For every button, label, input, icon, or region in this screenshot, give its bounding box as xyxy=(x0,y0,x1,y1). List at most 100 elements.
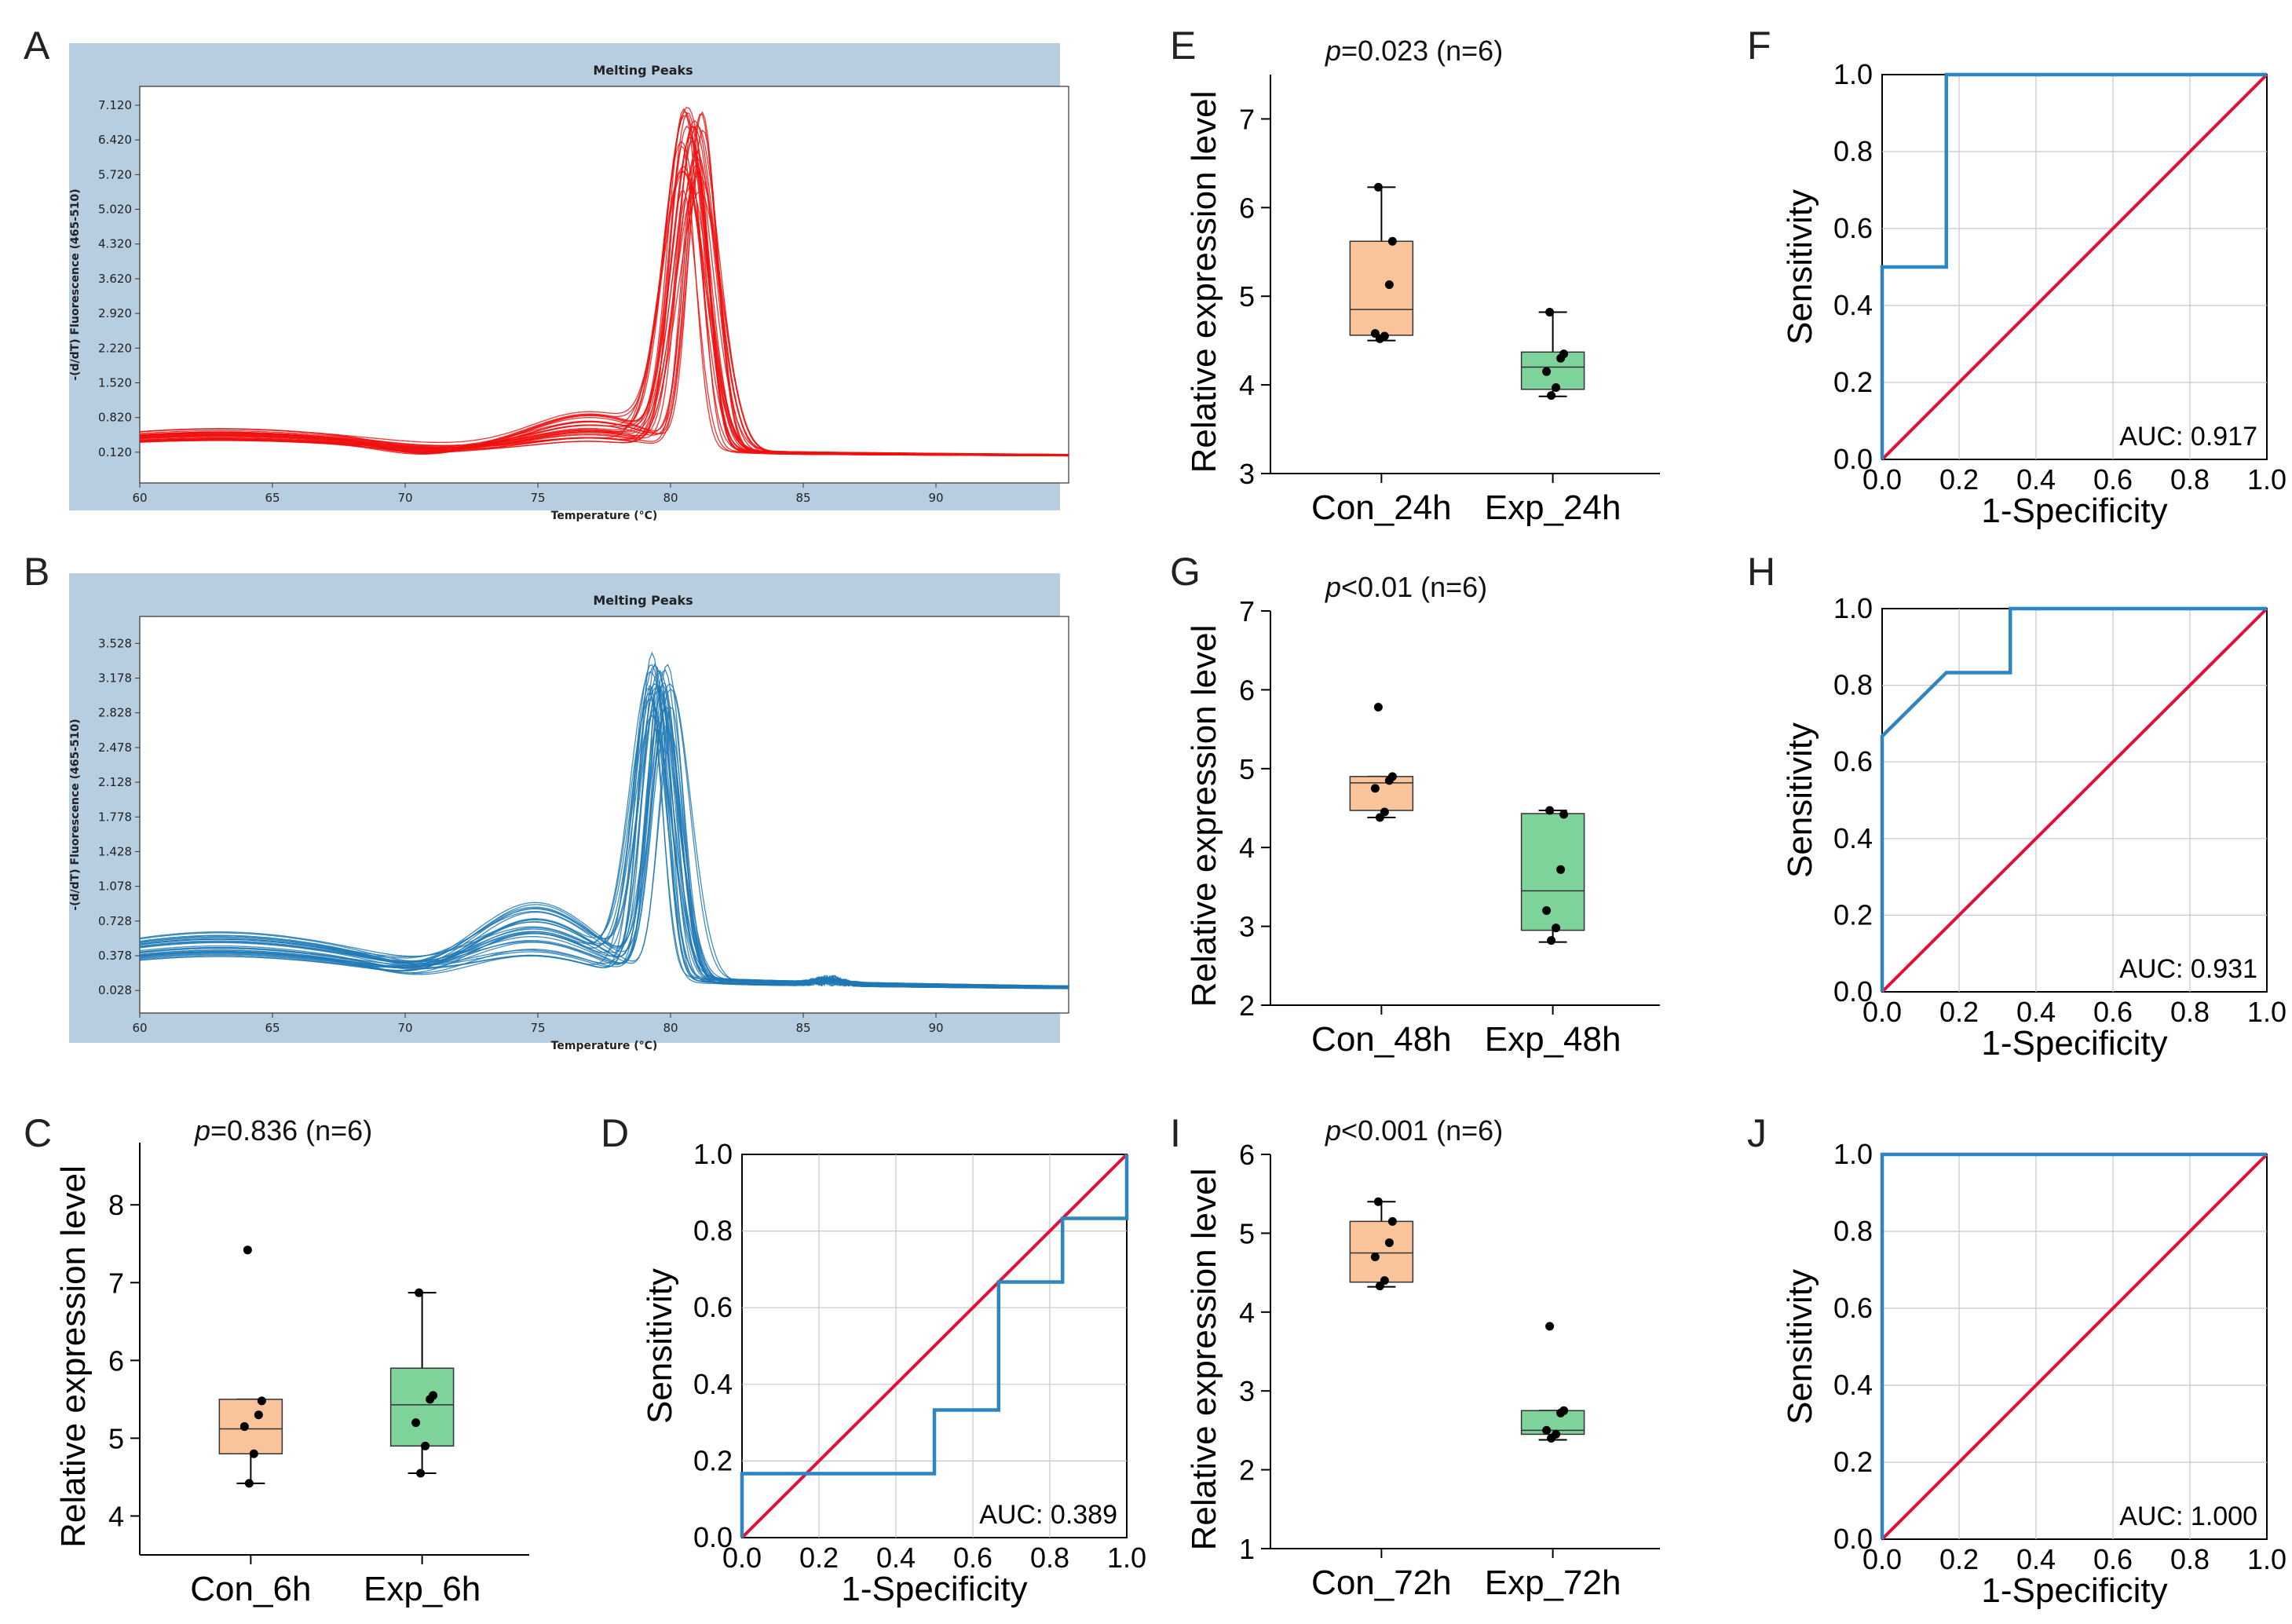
x-tick-label: 0.6 xyxy=(2093,1543,2133,1575)
p-value: =0.023 (n=6) xyxy=(1341,35,1503,67)
auc-label: AUC: 0.917 xyxy=(2119,422,2257,452)
panel-label-g: G xyxy=(1170,550,1201,594)
melt-curve xyxy=(139,125,1069,456)
x-tick-label: Con_72h xyxy=(1311,1564,1452,1602)
panel-label-b: B xyxy=(24,550,49,594)
data-point xyxy=(1542,367,1552,376)
x-tick-label: 75 xyxy=(530,491,545,505)
reference-diagonal xyxy=(1881,607,2268,993)
y-tick-label: 7 xyxy=(1239,595,1255,627)
data-point xyxy=(1375,813,1384,822)
data-point xyxy=(415,1288,424,1297)
data-point xyxy=(1375,334,1384,343)
y-tick-label: 1.0 xyxy=(1833,1138,1873,1170)
roc-panel-d: D 0.00.0 0.2 0.2 0.4 0.4 0.6 0.6 0.8 0.8 1.0 1.0 1-S… xyxy=(601,1111,1146,1608)
p-value-text: p=0.023 (n=6) xyxy=(1325,35,1503,67)
melt-curve xyxy=(139,688,1069,987)
x-tick-label: 1.0 xyxy=(1107,1542,1146,1574)
y-tick-label: 0.6 xyxy=(1833,745,1873,777)
x-tick-label: 0.4 xyxy=(2016,1543,2056,1575)
data-point xyxy=(1552,924,1561,933)
data-point xyxy=(426,1395,435,1404)
x-tick-label: 0.0 xyxy=(1862,996,1902,1028)
x-axis-label: Temperature (°C) xyxy=(551,1040,658,1052)
roc-curve xyxy=(740,1154,1129,1538)
data-point xyxy=(1373,702,1383,711)
y-tick-label: 0.2 xyxy=(1833,1446,1873,1478)
roc-curve xyxy=(1880,1152,2267,1539)
p-value: <0.01 (n=6) xyxy=(1341,571,1487,603)
y-axis-label: Sensitivity xyxy=(1781,1269,1819,1425)
x-tick-label: 70 xyxy=(397,491,412,505)
x-tick-label: 90 xyxy=(928,1021,943,1035)
y-tick-label: 5.020 xyxy=(98,203,132,217)
y-tick-label: 0.4 xyxy=(693,1368,733,1400)
x-tick-label: Con_24h xyxy=(1311,488,1452,527)
x-axis-label: 1-Specificity xyxy=(1981,492,2167,530)
y-tick-label: 2.220 xyxy=(98,341,132,355)
x-tick-label: 80 xyxy=(663,1021,678,1035)
y-tick-label: 7 xyxy=(1239,103,1255,135)
x-tick-label: 0.0 xyxy=(1862,1543,1902,1575)
y-tick-label: 0.2 xyxy=(1833,366,1873,398)
x-tick-label: 85 xyxy=(795,1021,810,1035)
box-Con_72h xyxy=(1349,1220,1414,1283)
data-point xyxy=(239,1422,249,1432)
auc-label: AUC: 0.931 xyxy=(2119,954,2257,984)
roc-panel-f: F 0.00.0 0.2 0.2 0.4 0.4 0.6 0.6 0.8 0.8 1.0 1.0 1-S… xyxy=(1747,24,2287,530)
panel-label-h: H xyxy=(1747,550,1775,594)
boxplot-panel-i: I 1 2 3 4 5 6 Relative expression level p<0.001 … xyxy=(1170,1111,1660,1602)
x-tick-label: 60 xyxy=(132,1021,147,1035)
data-point xyxy=(1375,1282,1384,1291)
data-point xyxy=(1384,280,1394,290)
data-point xyxy=(1552,382,1561,392)
data-point xyxy=(1542,1425,1552,1435)
y-tick-label: 6 xyxy=(1239,1139,1255,1171)
x-tick-label: 65 xyxy=(265,1021,280,1035)
y-tick-label: 5.720 xyxy=(98,167,132,181)
data-point xyxy=(1556,865,1566,874)
y-tick-label: 2.478 xyxy=(98,741,132,755)
box-Con_6h xyxy=(218,1399,283,1454)
y-tick-label: 2.828 xyxy=(98,706,132,720)
y-tick-label: 0.4 xyxy=(1833,1369,1873,1401)
y-tick-label: 4 xyxy=(1239,369,1255,401)
x-tick-label: 75 xyxy=(530,1021,545,1035)
y-tick-label: 3 xyxy=(1239,458,1255,490)
x-tick-label: 0.6 xyxy=(953,1542,992,1574)
y-tick-label: 1.520 xyxy=(98,375,132,390)
boxplot-panel-e: E 3 4 5 6 7 Relative expression level p=0.023 (… xyxy=(1170,24,1660,527)
y-axis-label: Relative expression level xyxy=(1185,625,1223,1008)
y-tick-label: 0.8 xyxy=(1833,135,1873,167)
y-axis-label: Sensitivity xyxy=(641,1268,679,1424)
y-tick-label: 0.0 xyxy=(1833,975,1873,1008)
plot-area xyxy=(139,86,1069,484)
data-point xyxy=(244,1479,254,1488)
y-axis-label: Relative expression level xyxy=(54,1165,93,1548)
data-point xyxy=(1547,391,1556,401)
panel-label-e: E xyxy=(1170,24,1196,68)
melting-peaks-panel-a: A Melting Peaks 60 65 70 75 80 85 90 0.120 0.820 1.… xyxy=(24,24,1069,522)
x-axis-label: 1-Specificity xyxy=(841,1570,1027,1608)
y-tick-label: 1.0 xyxy=(1833,592,1873,624)
y-tick-label: 0.0 xyxy=(1833,443,1873,475)
boxplot-panel-g: G 2 3 4 5 6 7 Relative expression level p<0.01 (… xyxy=(1170,550,1660,1059)
y-tick-label: 4 xyxy=(108,1500,124,1532)
data-point xyxy=(1559,810,1569,819)
boxplot-panel-c: C 4 5 6 7 8 Relative expression level p=0.836 (… xyxy=(24,1111,529,1608)
y-axis-label: -(d/dT) Fluorescence (465-510) xyxy=(69,719,82,910)
x-tick-label: Exp_24h xyxy=(1485,488,1621,527)
p-value-text: p=0.836 (n=6) xyxy=(194,1114,372,1147)
x-tick-label: 60 xyxy=(132,491,147,505)
x-tick-label: 0.2 xyxy=(1939,996,1979,1028)
data-point xyxy=(1556,353,1566,363)
data-point xyxy=(411,1418,421,1428)
auc-label: AUC: 0.389 xyxy=(979,1500,1117,1530)
y-tick-label: 2 xyxy=(1239,989,1255,1022)
x-tick-label: 1.0 xyxy=(2247,996,2287,1028)
x-axis-label: 1-Specificity xyxy=(1981,1571,2167,1610)
data-point xyxy=(1370,1253,1380,1262)
x-tick-label: 1.0 xyxy=(2247,463,2287,496)
y-tick-label: 2 xyxy=(1239,1454,1255,1487)
